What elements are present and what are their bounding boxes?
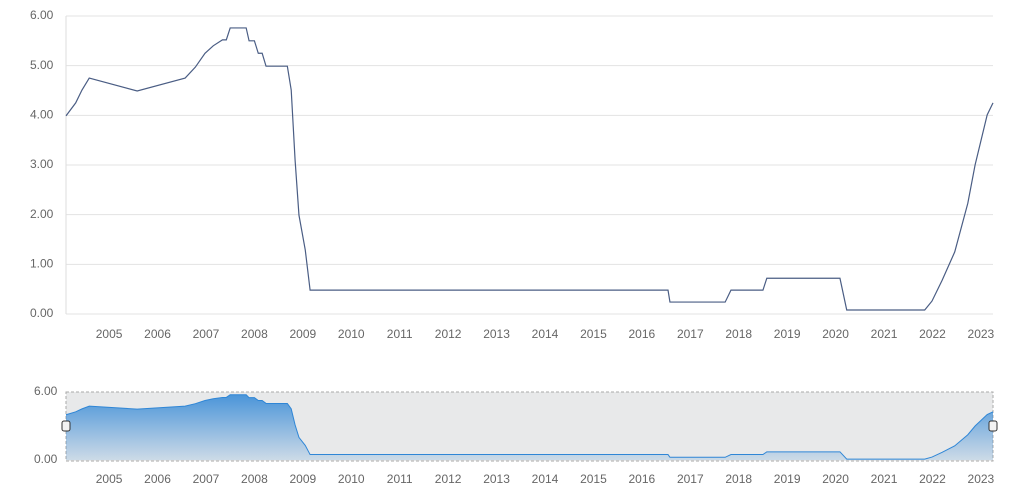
- x-tick-label: 2023: [968, 327, 995, 341]
- navigator-area: [66, 394, 993, 460]
- y-tick-label: 0.00: [34, 452, 58, 466]
- y-tick-label: 6.00: [30, 8, 54, 22]
- x-tick-label: 2009: [289, 327, 316, 341]
- y-tick-label: 1.00: [30, 257, 54, 271]
- x-tick-label: 2014: [532, 472, 559, 486]
- x-tick-label: 2011: [387, 327, 413, 341]
- x-tick-label: 2013: [483, 472, 510, 486]
- x-tick-label: 2011: [387, 472, 413, 486]
- x-tick-label: 2017: [677, 327, 704, 341]
- x-tick-label: 2018: [725, 472, 752, 486]
- line: [65, 27, 994, 311]
- navigator-handle[interactable]: [988, 420, 998, 432]
- x-tick-label: 2010: [338, 472, 365, 486]
- x-tick-label: 2005: [96, 327, 123, 341]
- navigator-handle[interactable]: [61, 420, 71, 432]
- y-tick-label: 0.00: [30, 306, 54, 320]
- x-tick-label: 2020: [822, 472, 849, 486]
- x-tick-label: 2018: [725, 327, 752, 341]
- y-tick-label: 3.00: [30, 157, 54, 171]
- y-tick-label: 6.00: [34, 384, 58, 398]
- x-tick-label: 2012: [435, 472, 462, 486]
- x-tick-label: 2017: [677, 472, 704, 486]
- x-tick-label: 2007: [193, 472, 220, 486]
- x-tick-label: 2022: [919, 327, 946, 341]
- x-tick-label: 2021: [871, 472, 898, 486]
- y-tick-label: 5.00: [30, 58, 54, 72]
- navigator-line: [65, 394, 994, 460]
- x-tick-label: 2019: [774, 472, 801, 486]
- x-tick-label: 2015: [580, 472, 607, 486]
- x-tick-label: 2005: [96, 472, 123, 486]
- x-tick-label: 2013: [483, 327, 510, 341]
- x-tick-label: 2012: [435, 327, 462, 341]
- y-tick-label: 2.00: [30, 207, 54, 221]
- x-tick-label: 2019: [774, 327, 801, 341]
- x-tick-label: 2006: [144, 327, 171, 341]
- x-tick-label: 2014: [532, 327, 559, 341]
- x-tick-label: 2021: [871, 327, 898, 341]
- x-tick-label: 2007: [193, 327, 220, 341]
- x-tick-label: 2009: [289, 472, 316, 486]
- x-tick-label: 2020: [822, 327, 849, 341]
- x-tick-label: 2023: [968, 472, 995, 486]
- x-tick-label: 2008: [241, 472, 268, 486]
- x-tick-label: 2016: [629, 472, 656, 486]
- x-tick-label: 2008: [241, 327, 268, 341]
- y-tick-label: 4.00: [30, 108, 54, 122]
- x-tick-label: 2015: [580, 327, 607, 341]
- x-tick-label: 2006: [144, 472, 171, 486]
- x-tick-label: 2010: [338, 327, 365, 341]
- x-tick-label: 2016: [629, 327, 656, 341]
- x-tick-label: 2022: [919, 472, 946, 486]
